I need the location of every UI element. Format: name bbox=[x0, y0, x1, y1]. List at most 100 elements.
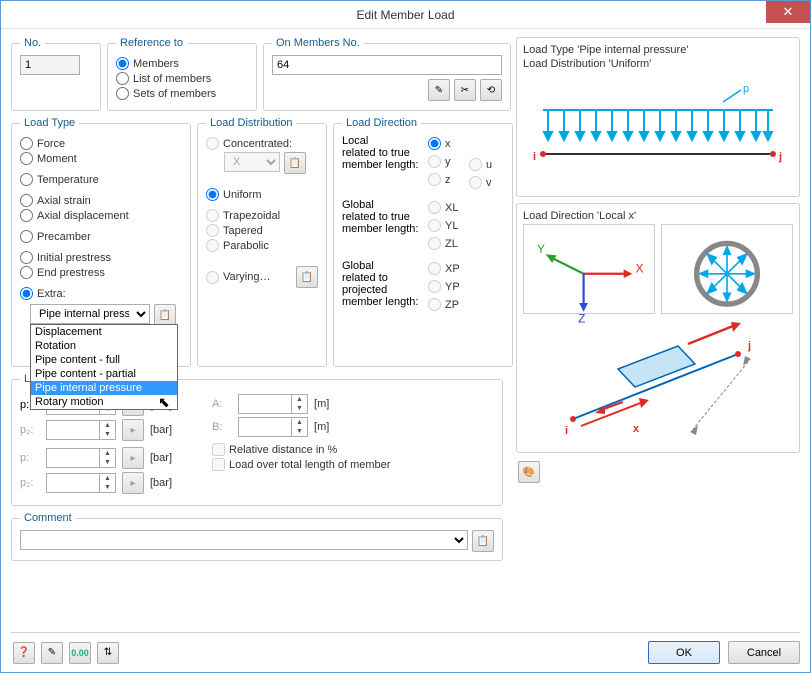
pv1-l1: Load Type 'Pipe internal pressure' bbox=[523, 44, 793, 56]
comment-input[interactable] bbox=[20, 530, 468, 550]
window-title: Edit Member Load bbox=[356, 8, 454, 22]
titlebar: Edit Member Load ✕ bbox=[1, 1, 810, 29]
dd-rotation[interactable]: Rotation bbox=[31, 339, 177, 353]
p3-pick[interactable]: ▸ bbox=[122, 447, 144, 469]
ldir-x-radio[interactable] bbox=[428, 137, 441, 150]
dd-pipe-partial[interactable]: Pipe content - partial bbox=[31, 367, 177, 381]
cancel-button[interactable]: Cancel bbox=[728, 641, 800, 664]
lt-axstrain-radio[interactable] bbox=[20, 194, 33, 207]
ld-conc-pick[interactable]: 📋 bbox=[284, 152, 306, 174]
load-type-fieldset: Load Type Force Moment Temperature Axial… bbox=[11, 117, 191, 367]
on-members-legend: On Members No. bbox=[272, 37, 364, 49]
pv1-l2: Load Distribution 'Uniform' bbox=[523, 58, 793, 70]
overlen-check bbox=[212, 458, 225, 471]
ld-taper-radio bbox=[206, 224, 219, 237]
B-input bbox=[239, 418, 291, 436]
pv2-axes-svg: X Y Z bbox=[524, 225, 654, 323]
ldir-ZP-radio bbox=[428, 298, 441, 311]
pv2-member-svg: i j x bbox=[523, 314, 793, 444]
lt-temp-label: Temperature bbox=[37, 174, 99, 186]
p2-input bbox=[47, 421, 99, 439]
ldir-u-label: u bbox=[486, 159, 504, 171]
ok-button[interactable]: OK bbox=[648, 641, 720, 664]
rel-label: Relative distance in % bbox=[229, 444, 337, 456]
p2-pick[interactable]: ▸ bbox=[122, 419, 144, 441]
B-unit: [m] bbox=[314, 421, 329, 433]
A-unit: [m] bbox=[314, 398, 329, 410]
ld-vary-btn[interactable]: 📋 bbox=[296, 266, 318, 288]
ldir-u-radio bbox=[469, 158, 482, 171]
lt-initpre-radio[interactable] bbox=[20, 251, 33, 264]
load-dist-legend: Load Distribution bbox=[206, 117, 297, 129]
lt-axstrain-label: Axial strain bbox=[37, 195, 91, 207]
lt-endpre-radio[interactable] bbox=[20, 266, 33, 279]
lt-precamber-radio[interactable] bbox=[20, 230, 33, 243]
load-dist-fieldset: Load Distribution Concentrated: X 📋 Unif… bbox=[197, 117, 327, 367]
ld-para-label: Parabolic bbox=[223, 240, 269, 252]
ldir-y-radio bbox=[428, 155, 441, 168]
no-input[interactable] bbox=[20, 55, 80, 75]
ref-list-radio[interactable] bbox=[116, 72, 129, 85]
extra-select[interactable]: Pipe internal pressu bbox=[30, 304, 150, 324]
p4-input bbox=[47, 474, 99, 492]
p3-input bbox=[47, 449, 99, 467]
lt-extra-label: Extra: bbox=[37, 288, 66, 300]
lt-force-label: Force bbox=[37, 138, 65, 150]
ldir-y-label: y bbox=[445, 156, 463, 168]
lt-temp-radio[interactable] bbox=[20, 173, 33, 186]
comment-legend: Comment bbox=[20, 512, 76, 524]
ldir-XL-radio bbox=[428, 201, 441, 214]
ldir-ZL-label: ZL bbox=[445, 238, 463, 250]
ldir-XP-label: XP bbox=[445, 263, 463, 275]
help-btn[interactable]: ❓ bbox=[13, 642, 35, 664]
ld-taper-label: Tapered bbox=[223, 225, 263, 237]
ld-uniform-radio[interactable] bbox=[206, 188, 219, 201]
ld-trap-radio bbox=[206, 209, 219, 222]
pick-btn-1[interactable]: ✎ bbox=[428, 79, 450, 101]
ldir-YL-label: YL bbox=[445, 220, 463, 232]
rel-check bbox=[212, 443, 225, 456]
extra-dropdown[interactable]: Displacement Rotation Pipe content - ful… bbox=[30, 324, 178, 410]
comment-pick[interactable]: 📋 bbox=[472, 530, 494, 552]
pick-btn-3[interactable]: ⟲ bbox=[480, 79, 502, 101]
ldir-YL-radio bbox=[428, 219, 441, 232]
ld-vary-radio bbox=[206, 271, 219, 284]
ldir-g1-label: Local related to true member length: bbox=[342, 135, 422, 191]
lt-endpre-label: End prestress bbox=[37, 267, 105, 279]
p2-label: p₂: bbox=[20, 424, 42, 436]
p3-unit: [bar] bbox=[150, 452, 172, 464]
lt-moment-label: Moment bbox=[37, 153, 77, 165]
dd-rotary[interactable]: Rotary motion bbox=[31, 395, 177, 409]
pv1-p: p bbox=[743, 83, 749, 95]
extra-pick-btn[interactable]: 📋 bbox=[154, 304, 176, 326]
dd-displacement[interactable]: Displacement bbox=[31, 325, 177, 339]
on-members-input[interactable] bbox=[272, 55, 502, 75]
p4-pick[interactable]: ▸ bbox=[122, 472, 144, 494]
load-type-legend: Load Type bbox=[20, 117, 79, 129]
svg-text:Y: Y bbox=[537, 242, 545, 256]
pick-btn-2[interactable]: ✂ bbox=[454, 79, 476, 101]
dd-pipe-full[interactable]: Pipe content - full bbox=[31, 353, 177, 367]
preview-load-dir: Load Direction 'Local x' X Y Z bbox=[516, 203, 800, 453]
ref-sets-radio[interactable] bbox=[116, 87, 129, 100]
ref-list-label: List of members bbox=[133, 73, 211, 85]
ldir-z-label: z bbox=[445, 174, 463, 186]
lt-extra-radio[interactable] bbox=[20, 287, 33, 300]
ldir-v-label: v bbox=[486, 177, 504, 189]
ldir-g2-label: Global related to true member length: bbox=[342, 199, 422, 252]
dd-pipe-pressure[interactable]: Pipe internal pressure bbox=[31, 381, 177, 395]
close-button[interactable]: ✕ bbox=[766, 1, 810, 23]
svg-text:X: X bbox=[636, 262, 644, 276]
pv1-svg: p bbox=[523, 72, 793, 182]
lt-force-radio[interactable] bbox=[20, 137, 33, 150]
ldir-v-radio bbox=[469, 176, 482, 189]
preview-btn[interactable]: 🎨 bbox=[518, 461, 540, 483]
edit-btn[interactable]: ✎ bbox=[41, 642, 63, 664]
ldir-z-radio bbox=[428, 173, 441, 186]
ref-members-radio[interactable] bbox=[116, 57, 129, 70]
sort-btn[interactable]: ⇅ bbox=[97, 642, 119, 664]
units-btn[interactable]: 0.00 bbox=[69, 642, 91, 664]
lt-axdisp-radio[interactable] bbox=[20, 209, 33, 222]
lt-moment-radio[interactable] bbox=[20, 152, 33, 165]
p4-label: p₂: bbox=[20, 477, 42, 489]
